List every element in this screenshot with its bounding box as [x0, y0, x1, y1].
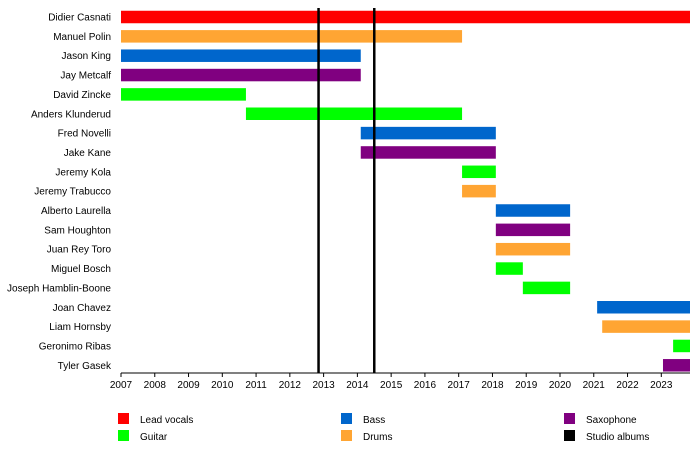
x-tick-label-2021: 2021 — [583, 380, 606, 391]
member-label-fred-novelli: Fred Novelli — [58, 129, 111, 140]
bar-jake-kane-0 — [360, 146, 496, 159]
legend-label-bass: Bass — [363, 415, 385, 426]
bar-didier-casnati-0 — [121, 10, 690, 24]
member-label-geronimo-ribas: Geronimo Ribas — [39, 341, 111, 352]
legend-label-guitar: Guitar — [140, 432, 168, 443]
legend-swatch-bass — [341, 413, 352, 424]
member-label-miguel-bosch: Miguel Bosch — [51, 264, 111, 275]
member-label-jake-kane: Jake Kane — [64, 148, 112, 159]
member-label-anders-klunderud: Anders Klunderud — [31, 109, 111, 120]
x-tick-label-2010: 2010 — [211, 380, 234, 391]
x-tick-label-2014: 2014 — [346, 380, 369, 391]
x-tick-label-2009: 2009 — [177, 380, 200, 391]
legend-label-drums: Drums — [363, 432, 392, 443]
bar-alberto-laurella-0 — [495, 204, 571, 217]
bars-layer — [121, 10, 690, 372]
bar-david-zincke-0 — [121, 88, 246, 101]
member-label-tyler-gasek: Tyler Gasek — [58, 361, 112, 372]
x-tick-label-2018: 2018 — [481, 380, 504, 391]
member-label-alberto-laurella: Alberto Laurella — [41, 206, 111, 217]
legend-swatch-drums — [341, 430, 352, 441]
legend-swatch-guitar — [118, 430, 129, 441]
bar-miguel-bosch-0 — [495, 262, 523, 275]
x-tick-label-2020: 2020 — [549, 380, 572, 391]
bar-jason-king-0 — [121, 49, 361, 62]
x-tick-label-2013: 2013 — [312, 380, 335, 391]
member-label-juan-rey-toro: Juan Rey Toro — [47, 245, 112, 256]
x-tick-label-2011: 2011 — [245, 380, 267, 391]
x-tick-label-2023: 2023 — [650, 380, 673, 391]
member-label-jason-king: Jason King — [62, 51, 111, 62]
bar-tyler-gasek-0 — [662, 359, 690, 372]
bar-joan-chavez-0 — [597, 301, 690, 314]
member-label-manuel-polin: Manuel Polin — [53, 32, 111, 43]
x-tick-label-2008: 2008 — [144, 380, 167, 391]
bar-fred-novelli-0 — [360, 126, 496, 140]
member-label-joan-chavez: Joan Chavez — [53, 303, 111, 314]
bar-juan-rey-toro-0 — [495, 242, 571, 256]
member-label-liam-hornsby: Liam Hornsby — [49, 322, 111, 333]
album-lines-layer — [317, 8, 376, 373]
x-tick-label-2016: 2016 — [414, 380, 437, 391]
member-labels-layer: Didier Casnati Manuel Polin Jason King Jay … — [7, 13, 112, 372]
bar-liam-hornsby-0 — [602, 320, 690, 333]
member-label-didier-casnati: Didier Casnati — [48, 13, 111, 24]
x-tick-label-2022: 2022 — [616, 380, 639, 391]
bar-manuel-polin-0 — [121, 30, 463, 43]
member-label-joseph-hamblin-boone: Joseph Hamblin-Boone — [7, 283, 111, 294]
member-label-david-zincke: David Zincke — [53, 90, 111, 101]
member-label-jeremy-trabucco: Jeremy Trabucco — [34, 187, 111, 198]
legend: Lead vocals Bass Saxophone Guitar Drums Studi… — [118, 413, 649, 443]
legend-label-saxophone: Saxophone — [586, 415, 637, 426]
bar-jeremy-trabucco-0 — [462, 184, 496, 198]
x-tick-label-2017: 2017 — [448, 380, 471, 391]
member-label-jeremy-kola: Jeremy Kola — [55, 167, 111, 178]
bar-sam-houghton-0 — [495, 223, 571, 237]
bar-jay-metcalf-0 — [121, 68, 361, 82]
legend-swatch-lead-vocals — [118, 413, 129, 424]
legend-label-studio-albums: Studio albums — [586, 432, 649, 443]
bar-jeremy-kola-0 — [462, 165, 496, 179]
member-label-sam-houghton: Sam Houghton — [44, 225, 111, 236]
member-label-jay-metcalf: Jay Metcalf — [60, 71, 111, 82]
x-tick-label-2007: 2007 — [110, 380, 133, 391]
bar-anders-klunderud-0 — [245, 107, 463, 120]
legend-swatch-saxophone — [564, 413, 575, 424]
x-tick-label-2015: 2015 — [380, 380, 403, 391]
legend-swatch-studio-albums — [564, 430, 575, 441]
x-tick-label-2012: 2012 — [279, 380, 302, 391]
x-axis: 2007 2008 2009 2010 2011 2012 2013 2014 2015 2016… — [110, 372, 690, 391]
legend-label-lead-vocals: Lead vocals — [140, 415, 193, 426]
x-tick-label-2019: 2019 — [515, 380, 538, 391]
bar-joseph-hamblin-boone-0 — [522, 281, 571, 295]
bar-geronimo-ribas-0 — [673, 339, 690, 353]
